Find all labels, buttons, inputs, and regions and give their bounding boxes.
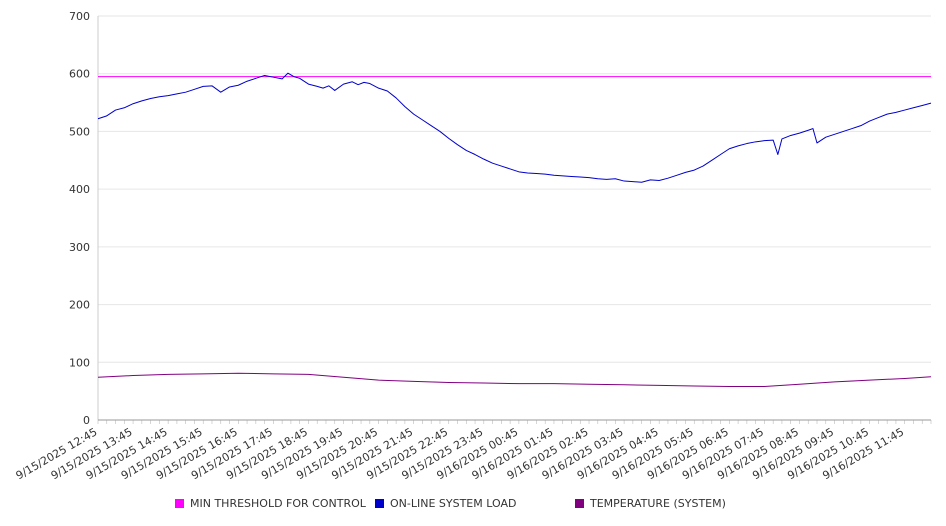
y-tick-label: 400 bbox=[69, 183, 90, 196]
grid-lines bbox=[98, 15, 931, 363]
series-line-on-line-system-load bbox=[97, 72, 932, 183]
x-axis-ticks: 9/15/2025 12:459/15/2025 13:459/15/2025 … bbox=[14, 420, 932, 482]
legend-label: ON-LINE SYSTEM LOAD bbox=[390, 497, 517, 510]
series-lines bbox=[97, 72, 932, 388]
legend-item: ON-LINE SYSTEM LOAD bbox=[375, 497, 516, 510]
series-line-temperature-system bbox=[97, 372, 932, 388]
y-tick-label: 0 bbox=[83, 414, 90, 427]
legend-item: TEMPERATURE (SYSTEM) bbox=[575, 497, 726, 510]
legend-label: MIN THRESHOLD FOR CONTROL bbox=[190, 497, 366, 510]
y-tick-label: 200 bbox=[69, 299, 90, 312]
y-tick-label: 700 bbox=[69, 10, 90, 23]
y-tick-label: 300 bbox=[69, 241, 90, 254]
axes bbox=[97, 16, 931, 421]
y-tick-label: 500 bbox=[69, 125, 90, 138]
legend-item: MIN THRESHOLD FOR CONTROL bbox=[175, 497, 366, 510]
legend-swatch bbox=[375, 499, 384, 508]
legend-label: TEMPERATURE (SYSTEM) bbox=[590, 497, 726, 510]
legend-swatch bbox=[175, 499, 184, 508]
y-axis-ticks: 0 100 200 300 400 500 600 700 bbox=[69, 10, 90, 427]
y-tick-label: 600 bbox=[69, 68, 90, 81]
y-tick-label: 100 bbox=[69, 356, 90, 369]
legend-swatch bbox=[575, 499, 584, 508]
chart-legend: MIN THRESHOLD FOR CONTROL ON-LINE SYSTEM … bbox=[0, 497, 946, 515]
